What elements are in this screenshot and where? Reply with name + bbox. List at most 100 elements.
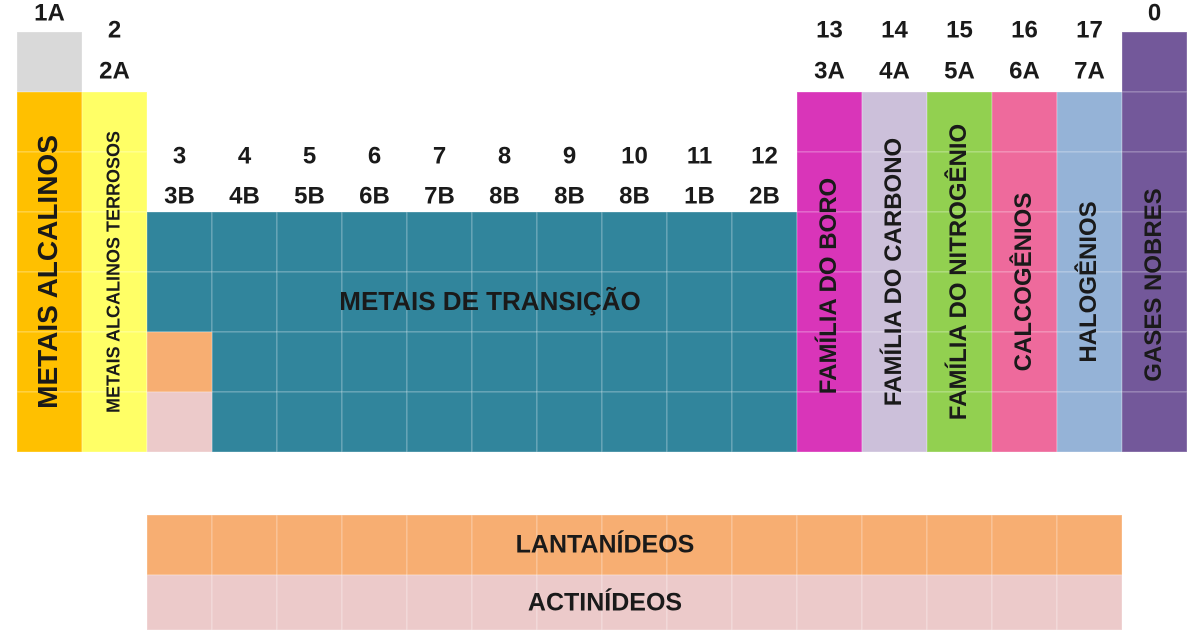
group-label: 1A (34, 0, 65, 26)
cell (1121, 211, 1188, 273)
group-label: 1B (684, 182, 715, 209)
cell (211, 211, 278, 273)
cell (276, 271, 343, 333)
cell (926, 391, 993, 453)
group-label: 2A (99, 57, 130, 84)
cell (926, 514, 993, 576)
cell (731, 271, 798, 333)
group-label: 8 (498, 142, 511, 169)
cell (731, 391, 798, 453)
cell (146, 514, 213, 576)
cell (1121, 391, 1188, 453)
group-label: 6B (359, 182, 390, 209)
cell (666, 574, 733, 630)
group-label: 11 (687, 142, 712, 169)
group-label: 5 (303, 142, 316, 169)
group-label: 0 (1148, 0, 1161, 26)
cell (926, 574, 993, 630)
family-name: METAIS ALCALINOS TERROSOS (103, 131, 123, 413)
cell (146, 391, 213, 453)
cell (1056, 271, 1123, 333)
cell (666, 514, 733, 576)
cell (796, 331, 863, 393)
cell (666, 211, 733, 273)
cell (861, 151, 928, 213)
group-label: 8B (619, 182, 650, 209)
family-name: FAMÍLIA DO NITROGÊNIO (944, 124, 972, 420)
group-label: 8B (489, 182, 520, 209)
cell (1121, 271, 1188, 333)
cell (861, 514, 928, 576)
cell (406, 331, 473, 393)
cell (406, 574, 473, 630)
cell (146, 211, 213, 273)
cell (536, 271, 603, 333)
cell (796, 391, 863, 453)
cell (1121, 31, 1188, 93)
group-label: 4B (229, 182, 260, 209)
cell (146, 271, 213, 333)
cell (211, 271, 278, 333)
cell (731, 211, 798, 273)
cell (861, 271, 928, 333)
cell (1056, 151, 1123, 213)
cell (796, 211, 863, 273)
group-label: 3B (164, 182, 195, 209)
cell (796, 151, 863, 213)
group-label: 7A (1074, 57, 1105, 84)
cell (536, 391, 603, 453)
cell (276, 514, 343, 576)
cell (16, 91, 83, 153)
cell (601, 331, 668, 393)
family-name: HALOGÊNIOS (1074, 201, 1102, 362)
family-name: LANTANÍDEOS (516, 530, 695, 559)
cell (471, 514, 538, 576)
group-label: 4 (238, 142, 252, 169)
group-label: 6 (368, 142, 381, 169)
group-label: 4A (879, 57, 910, 84)
cell (471, 211, 538, 273)
family-name: ACTINÍDEOS (528, 588, 682, 617)
group-label: 9 (563, 142, 576, 169)
cell (81, 271, 148, 333)
cell (406, 211, 473, 273)
cell (146, 331, 213, 393)
group-label: 10 (621, 142, 648, 169)
group-label: 5A (944, 57, 975, 84)
group-label: 17 (1076, 16, 1103, 43)
family-name: FAMÍLIA DO CARBONO (879, 138, 907, 406)
cell (211, 331, 278, 393)
cell (276, 574, 343, 630)
cell (211, 514, 278, 576)
cell (861, 331, 928, 393)
cell (666, 391, 733, 453)
cell (1121, 151, 1188, 213)
cell (991, 514, 1058, 576)
family-name: METAIS ALCALINOS (32, 135, 63, 409)
cell (536, 211, 603, 273)
cell (341, 211, 408, 273)
cell (276, 211, 343, 273)
cell (861, 574, 928, 630)
group-label: 7 (433, 142, 446, 169)
cell (991, 211, 1058, 273)
family-name: METAIS DE TRANSIÇÃO (339, 286, 640, 316)
cell (1121, 331, 1188, 393)
group-label: 5B (294, 182, 325, 209)
cell (601, 271, 668, 333)
cell (341, 331, 408, 393)
cell (16, 151, 83, 213)
cell (1121, 91, 1188, 153)
cell (796, 574, 863, 630)
family-name: CALCOGÊNIOS (1009, 193, 1037, 372)
cell (16, 211, 83, 273)
cell (796, 514, 863, 576)
cell (991, 574, 1058, 630)
group-label: 3 (173, 142, 186, 169)
cell (796, 91, 863, 153)
cell (146, 574, 213, 630)
cell (81, 151, 148, 213)
cell (666, 331, 733, 393)
cell (536, 331, 603, 393)
